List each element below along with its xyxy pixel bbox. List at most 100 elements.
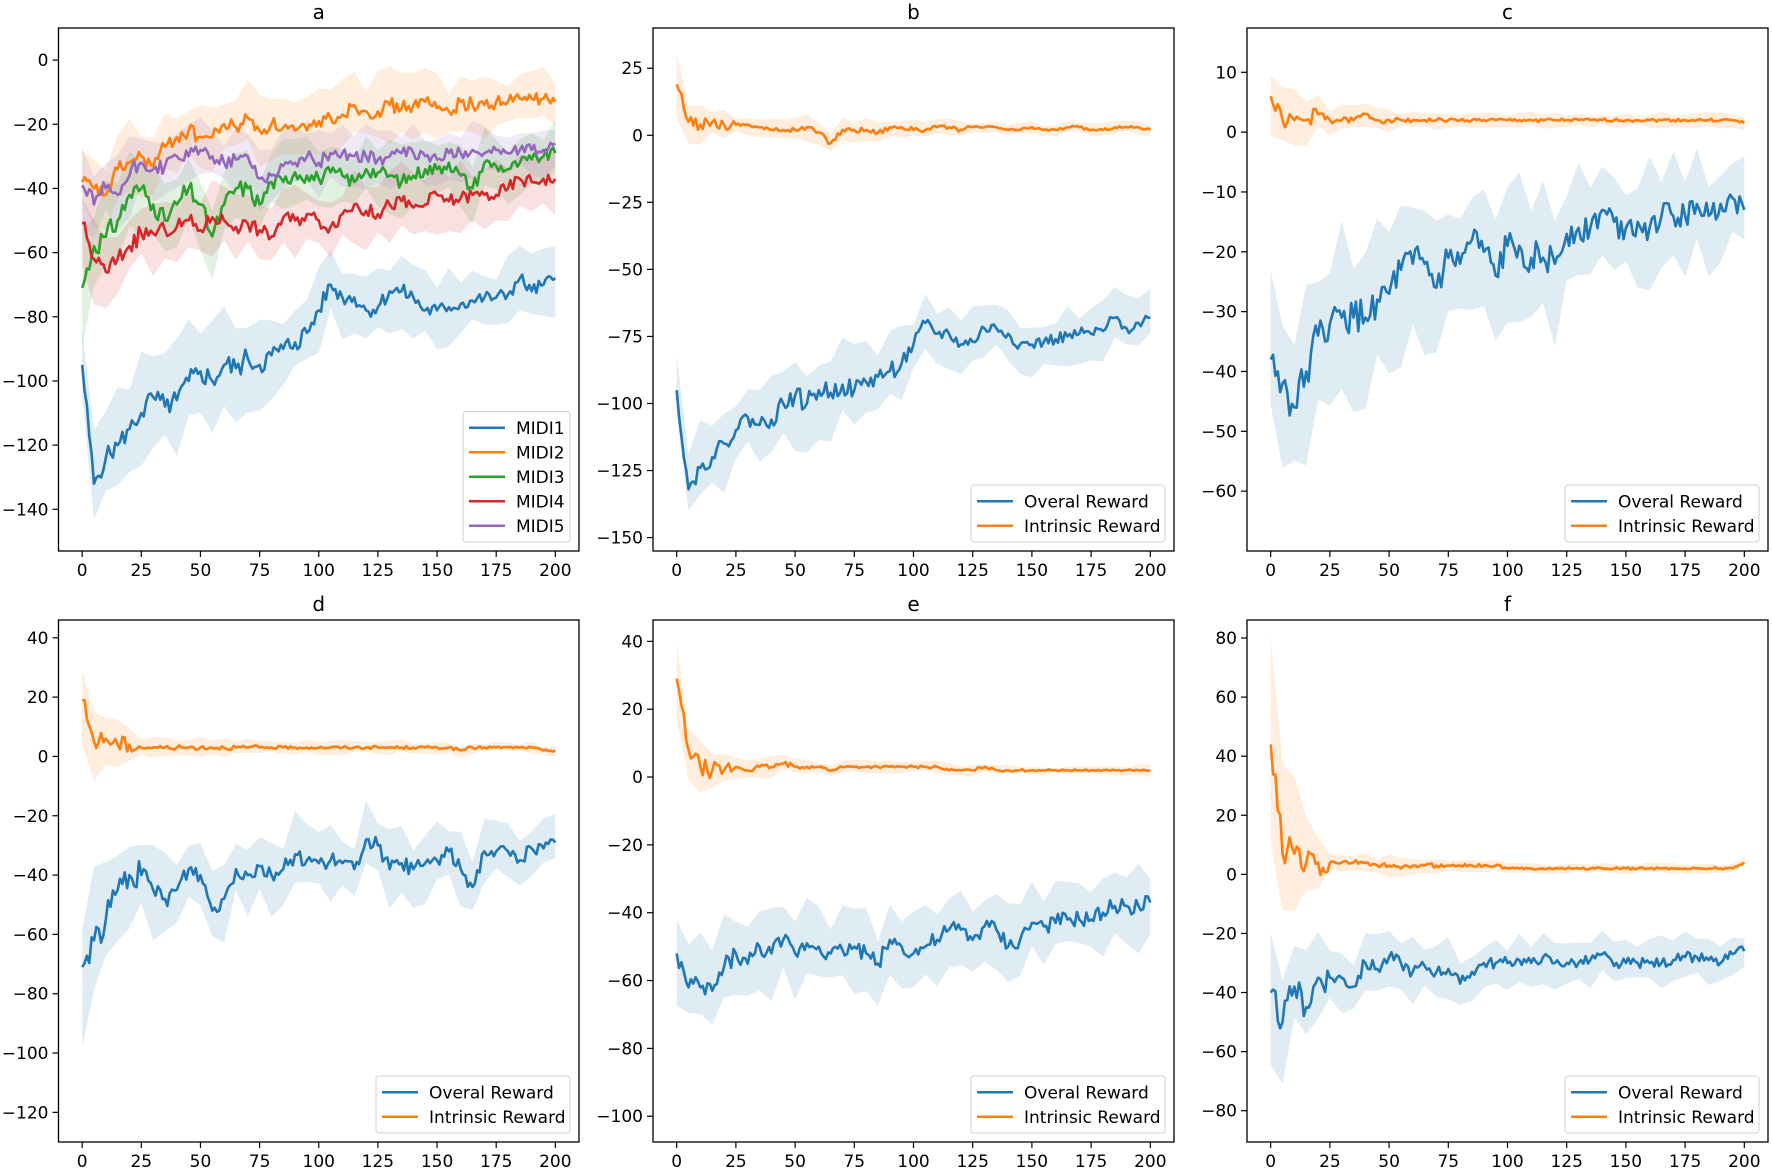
- legend-label: MIDI3: [516, 468, 565, 488]
- y-tick-label: −40: [1201, 362, 1237, 382]
- y-tick-label: 80: [1215, 629, 1237, 649]
- legend-label: Overal Reward: [1618, 492, 1743, 512]
- legend: Overal Reward Intrinsic Reward: [970, 1075, 1166, 1134]
- line-intrinsic-reward: [675, 83, 1151, 145]
- band-midi4: [82, 151, 556, 309]
- panel-c: c0 25 50 75 100 125 150 175 200100−10−20−30−40−5…: [1201, 0, 1769, 581]
- y-tick-label: 0: [1226, 865, 1237, 885]
- legend-box: [970, 484, 1166, 543]
- band-overal-reward: [676, 864, 1151, 1025]
- legend-label: Intrinsic Reward: [1618, 1108, 1755, 1128]
- x-tick-label: 125: [956, 1152, 988, 1170]
- line-midi1: [80, 273, 557, 485]
- x-tick-label: 50: [190, 561, 212, 581]
- legend-box: [375, 1075, 571, 1134]
- x-tick-label: 125: [362, 561, 394, 581]
- x-tick-label: 25: [130, 1152, 152, 1170]
- x-tick-label: 25: [1319, 1152, 1341, 1170]
- line-midi5: [81, 141, 556, 206]
- y-tick-label: −125: [596, 462, 643, 482]
- y-tick-label: 40: [1215, 747, 1237, 767]
- x-tick-label: 0: [77, 561, 88, 581]
- y-tick-label: −40: [607, 904, 643, 924]
- x-tick-label: 125: [362, 1152, 394, 1170]
- y-tick-label: 0: [38, 747, 49, 767]
- y-tick-label: −80: [13, 308, 49, 328]
- x-tick-label: 175: [1075, 1152, 1107, 1170]
- band-intrinsic-reward: [1270, 76, 1745, 146]
- y-tick-label: −20: [13, 115, 49, 135]
- y-tick-label: 40: [27, 629, 49, 649]
- y-tick-label: −60: [607, 972, 643, 992]
- x-tick-label: 25: [725, 561, 747, 581]
- x-tick-label: 100: [897, 561, 929, 581]
- legend: Overal Reward Intrinsic Reward: [1564, 1075, 1760, 1134]
- panel-title: f: [1504, 592, 1512, 616]
- legend: Overal Reward Intrinsic Reward: [970, 484, 1166, 543]
- y-tick-label: −80: [1201, 1102, 1237, 1122]
- legend-label: Overal Reward: [1024, 1083, 1149, 1103]
- x-tick-label: 200: [1134, 1152, 1166, 1170]
- x-tick-label: 100: [303, 1152, 335, 1170]
- y-tick-label: 10: [1215, 63, 1237, 83]
- y-tick-label: −20: [1201, 243, 1237, 263]
- panel-title: c: [1502, 0, 1513, 24]
- x-tick-label: 25: [1319, 561, 1341, 581]
- x-tick-label: 50: [784, 1152, 806, 1170]
- panel-d: d0 25 50 75 100 125 150 175 20040200−20−40−60−80…: [2, 592, 580, 1170]
- line-midi2: [80, 91, 557, 197]
- y-tick-label: −30: [1201, 303, 1237, 323]
- band-overal-reward: [676, 287, 1151, 511]
- legend-label: Overal Reward: [429, 1083, 554, 1103]
- y-tick-label: −10: [1201, 183, 1237, 203]
- panel-title: a: [313, 0, 325, 24]
- y-tick-label: −100: [596, 1107, 643, 1127]
- y-tick-label: −50: [1201, 422, 1237, 442]
- x-tick-label: 75: [249, 561, 271, 581]
- panel-title: d: [312, 592, 325, 616]
- x-tick-label: 0: [77, 1152, 88, 1170]
- x-tick-label: 150: [1610, 561, 1642, 581]
- line-overal-reward: [675, 894, 1152, 996]
- line-overal-reward: [81, 835, 557, 968]
- line-intrinsic-reward: [1269, 95, 1746, 129]
- x-tick-label: 125: [956, 561, 988, 581]
- y-tick-label: −80: [13, 985, 49, 1005]
- panel-e: e0 25 50 75 100 125 150 175 20040200−20−40−60−80…: [596, 592, 1175, 1170]
- plot-area: [675, 53, 1151, 511]
- x-tick-label: 100: [1491, 1152, 1523, 1170]
- y-tick-label: 25: [621, 59, 643, 79]
- x-tick-label: 200: [1728, 1152, 1760, 1170]
- plot-area: [1269, 76, 1746, 468]
- y-tick-label: −40: [13, 866, 49, 886]
- y-tick-label: −150: [596, 529, 643, 549]
- x-tick-label: 200: [539, 1152, 571, 1170]
- legend-box: [970, 1075, 1166, 1134]
- x-tick-label: 25: [725, 1152, 747, 1170]
- y-tick-label: 20: [1215, 806, 1237, 826]
- y-tick-label: −75: [607, 327, 643, 347]
- x-tick-label: 125: [1550, 1152, 1582, 1170]
- y-tick-label: 0: [632, 768, 643, 788]
- x-tick-label: 75: [1437, 561, 1459, 581]
- x-tick-label: 150: [1610, 1152, 1642, 1170]
- y-tick-label: 0: [1226, 123, 1237, 143]
- plot-area: [1269, 635, 1746, 1085]
- panel-f: f0 25 50 75 100 125 150 175 200806040200−20−40−6…: [1201, 592, 1769, 1170]
- line-midi3: [80, 146, 557, 289]
- legend-label: MIDI4: [516, 492, 565, 512]
- y-tick-label: −140: [2, 500, 49, 520]
- y-tick-label: 40: [621, 632, 643, 652]
- line-intrinsic-reward: [82, 698, 556, 753]
- y-tick-label: −60: [1201, 1043, 1237, 1063]
- x-tick-label: 25: [130, 561, 152, 581]
- legend: Overal Reward Intrinsic Reward: [375, 1075, 571, 1134]
- y-tick-label: −100: [2, 1044, 49, 1064]
- x-tick-label: 50: [784, 561, 806, 581]
- y-tick-label: −60: [13, 925, 49, 945]
- x-tick-label: 50: [190, 1152, 212, 1170]
- y-tick-label: −80: [607, 1039, 643, 1059]
- legend-label: Intrinsic Reward: [1618, 517, 1755, 537]
- y-tick-label: −25: [607, 193, 643, 213]
- x-tick-label: 100: [1491, 561, 1523, 581]
